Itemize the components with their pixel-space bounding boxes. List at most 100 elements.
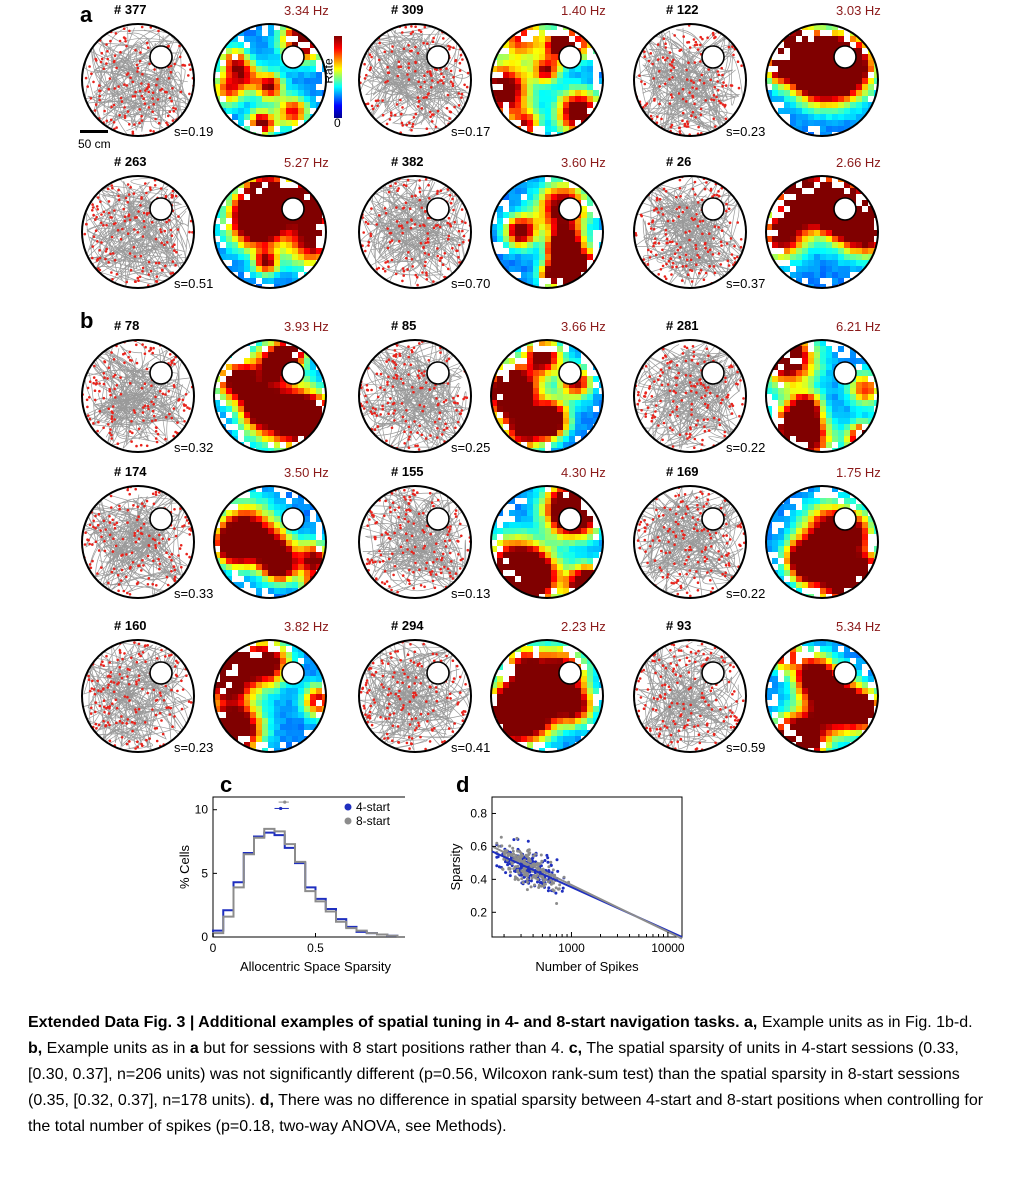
scatter-point (551, 868, 555, 872)
colorbar-min-label: 0 (334, 116, 341, 130)
unit-sparsity: s=0.70 (451, 276, 491, 291)
scatter-point (533, 883, 536, 887)
scatter-point (510, 861, 514, 865)
unit-peak-rate: 3.34 Hz (284, 3, 329, 18)
unit-sparsity: s=0.22 (726, 440, 766, 455)
unit-8: # 281 6.21 Hz s=0.22 (630, 318, 930, 472)
scatter-point (519, 851, 523, 855)
histogram-series-1 (212, 827, 405, 938)
scatter-point (511, 846, 515, 850)
unit-6: # 78 3.93 Hz s=0.32 (78, 318, 378, 472)
scatter-point (512, 852, 516, 856)
scatter-point (547, 865, 551, 869)
arena-boundary (81, 485, 195, 599)
scatter-point (546, 856, 550, 860)
unit-11: # 169 1.75 Hz s=0.22 (630, 464, 930, 618)
arena-boundary (213, 175, 327, 289)
rate-map (214, 340, 326, 452)
scatter-point (517, 871, 521, 875)
legend-label-1: 8-start (356, 814, 391, 828)
unit-sparsity: s=0.37 (726, 276, 766, 291)
arena-boundary (213, 23, 327, 137)
obstacle (558, 507, 582, 531)
arena-boundary (765, 639, 879, 753)
obstacle (833, 661, 857, 685)
scatter-point (556, 869, 560, 873)
unit-peak-rate: 3.93 Hz (284, 319, 329, 334)
sparsity-histogram: 00.510510Allocentric Space Sparsity% Cel… (177, 796, 405, 974)
unit-peak-rate: 3.03 Hz (836, 3, 881, 18)
obstacle (833, 45, 857, 69)
arena-boundary (490, 175, 604, 289)
scatter-series-1 (495, 835, 571, 905)
scatter-point (509, 870, 512, 874)
scatter-point (538, 874, 542, 878)
median-marker-0 (279, 806, 283, 811)
scatter-point (541, 876, 545, 880)
unit-id: # 122 (666, 2, 699, 17)
histogram-series-0 (212, 831, 405, 938)
scatter-point (532, 854, 535, 858)
arena-boundary (633, 639, 747, 753)
unit-13: # 294 2.23 Hz s=0.41 (355, 618, 655, 772)
unit-4: # 382 3.60 Hz s=0.70 (355, 154, 655, 308)
scatter-point (552, 889, 556, 893)
arena-boundary (490, 485, 604, 599)
scatter-point (536, 880, 539, 884)
arena-boundary (358, 23, 472, 137)
arena-boundary (81, 639, 195, 753)
arena-boundary (213, 339, 327, 453)
scatter-point (554, 891, 558, 895)
unit-peak-rate: 5.27 Hz (284, 155, 329, 170)
unit-peak-rate: 3.66 Hz (561, 319, 606, 334)
obstacle (833, 197, 857, 221)
caption-b-label: b, (28, 1040, 43, 1057)
scatter-point (497, 865, 501, 869)
arena-boundary (213, 485, 327, 599)
legend-marker-0 (344, 803, 352, 811)
scatter-point (524, 854, 528, 858)
scatter-point (497, 844, 501, 848)
panel-letter-a: a (80, 2, 93, 27)
unit-id: # 174 (114, 464, 147, 479)
obstacle (833, 507, 857, 531)
plot-frame (491, 796, 683, 938)
caption-a-label: a, (744, 1014, 758, 1031)
unit-7: # 85 3.66 Hz s=0.25 (355, 318, 655, 472)
caption-c-label: c, (568, 1040, 583, 1057)
unit-id: # 309 (391, 2, 424, 17)
arena-boundary (633, 175, 747, 289)
fit-line-1 (491, 845, 683, 940)
scatter-point (558, 883, 562, 887)
scatter-point (520, 877, 524, 881)
scatter-point (514, 854, 518, 857)
unit-sparsity: s=0.25 (451, 440, 491, 455)
obstacle (558, 197, 582, 221)
scatter-point (521, 881, 525, 884)
obstacle (281, 507, 305, 531)
scatter-point (516, 849, 520, 853)
unit-id: # 263 (114, 154, 147, 169)
scatter-point (542, 884, 546, 888)
scatter-point (533, 863, 537, 867)
obstacle (426, 507, 450, 531)
obstacle (426, 661, 450, 685)
legend-marker-1 (344, 817, 352, 825)
scatter-point (552, 881, 555, 885)
arena-boundary (358, 175, 472, 289)
y-tick-label: 0.6 (470, 839, 487, 853)
scatter-point (526, 839, 530, 843)
unit-sparsity: s=0.23 (174, 740, 214, 755)
obstacle (701, 197, 725, 221)
obstacle (558, 361, 582, 385)
scatter-point (536, 861, 539, 865)
x-tick-label: 10000 (651, 941, 685, 955)
obstacle (149, 45, 173, 69)
unit-id: # 382 (391, 154, 424, 169)
unit-id: # 294 (391, 618, 424, 633)
unit-peak-rate: 1.75 Hz (836, 465, 881, 480)
scatter-point (538, 881, 542, 884)
unit-sparsity: s=0.23 (726, 124, 766, 139)
scatter-point (547, 870, 551, 874)
arena-boundary (490, 23, 604, 137)
